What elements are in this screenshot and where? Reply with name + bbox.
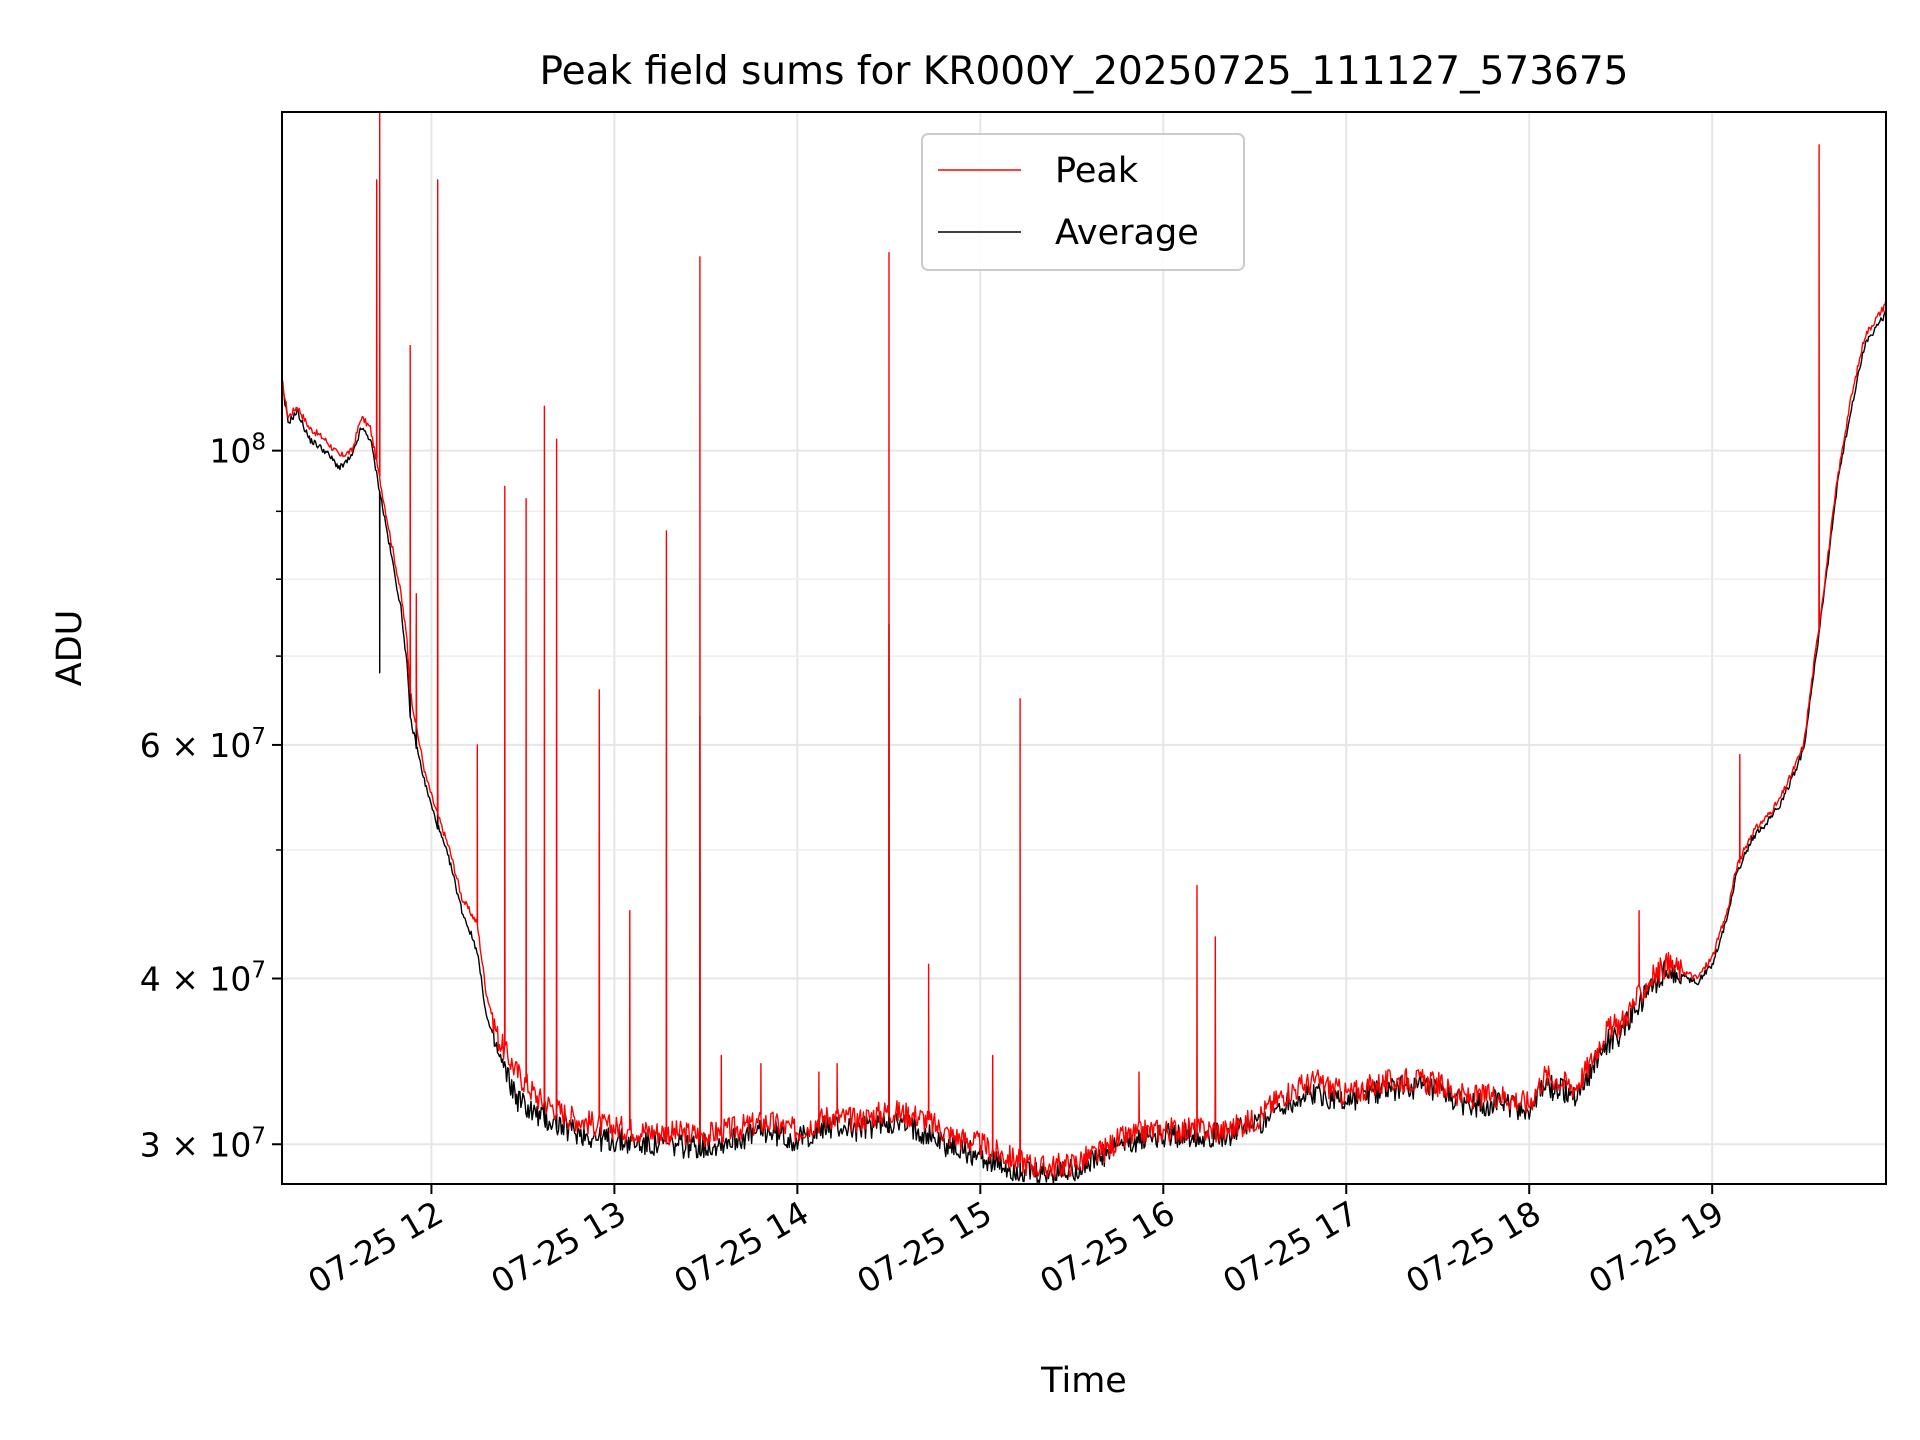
legend-peak-label: Peak [1055,151,1139,191]
plot-frame [281,111,1887,1185]
series-line-peak [281,111,1887,1179]
legend: Peak Average [921,133,1245,271]
y-axis-label: ADU [50,610,90,687]
x-axis-label: Time [1040,1361,1127,1401]
y-tick-label: 4 × 107 [140,958,266,999]
y-tick-label: 6 × 107 [140,724,266,765]
series-layer [281,111,1887,1185]
legend-average-label: Average [1055,213,1199,253]
y-tick-label: 3 × 107 [140,1123,266,1164]
grid [282,112,1886,1184]
chart-title: Peak field sums for KR000Y_20250725_1111… [539,49,1628,94]
legend-box [921,133,1245,271]
